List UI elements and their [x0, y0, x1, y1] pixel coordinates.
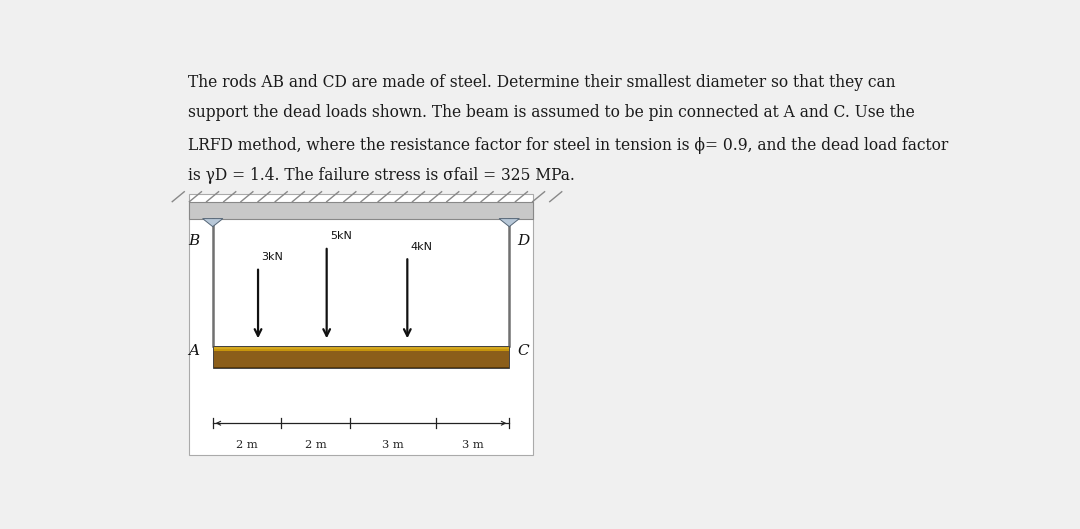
Bar: [213, 347, 510, 351]
Text: 3kN: 3kN: [261, 252, 283, 262]
Text: LRFD method, where the resistance factor for steel in tension is ϕ= 0.9, and the: LRFD method, where the resistance factor…: [188, 137, 948, 154]
Text: 3 m: 3 m: [461, 440, 484, 450]
Text: 4kN: 4kN: [410, 242, 433, 252]
Text: B: B: [188, 234, 200, 248]
Polygon shape: [203, 218, 222, 226]
Bar: [213, 346, 510, 369]
Text: C: C: [517, 344, 529, 358]
Text: 2 m: 2 m: [237, 440, 258, 450]
Bar: [189, 202, 532, 218]
Bar: [213, 349, 510, 367]
Text: 5kN: 5kN: [330, 231, 352, 241]
Bar: [189, 194, 532, 454]
Text: D: D: [517, 234, 529, 248]
Text: support the dead loads shown. The beam is assumed to be pin connected at A and C: support the dead loads shown. The beam i…: [188, 104, 915, 121]
Polygon shape: [499, 218, 519, 226]
Text: A: A: [188, 344, 200, 358]
Text: The rods AB and CD are made of steel. Determine their smallest diameter so that : The rods AB and CD are made of steel. De…: [188, 74, 895, 90]
Text: 2 m: 2 m: [305, 440, 326, 450]
Bar: [213, 346, 510, 369]
Text: is γD = 1.4. The failure stress is σfail = 325 MPa.: is γD = 1.4. The failure stress is σfail…: [188, 167, 575, 184]
Text: 3 m: 3 m: [382, 440, 404, 450]
Bar: [213, 347, 510, 349]
